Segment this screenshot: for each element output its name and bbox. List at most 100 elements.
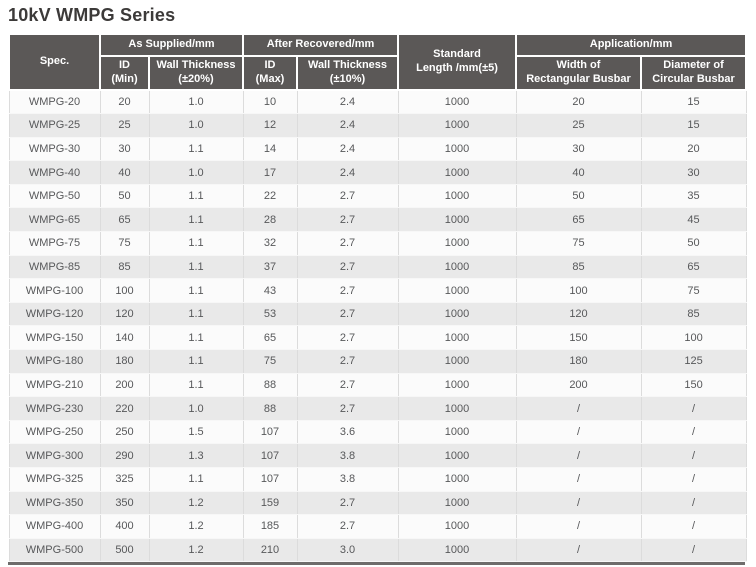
cell-id-min: 50 [99, 183, 150, 209]
cell-width-rectangular: 180 [515, 349, 642, 374]
table-row: WMPG-100 100 1.1 43 2.7 1000 100 75 [8, 278, 747, 303]
cell-width-rectangular: / [515, 443, 642, 468]
cell-id-max: 32 [242, 231, 298, 256]
cell-wall-thickness-20: 1.3 [148, 443, 244, 468]
table-row: WMPG-65 65 1.1 28 2.7 1000 65 45 [8, 207, 747, 233]
table-row: WMPG-350 350 1.2 159 2.7 1000// [8, 490, 747, 516]
cell-id-max: 37 [242, 254, 298, 280]
table-row: WMPG-85 85 1.1 37 2.7 1000 85 65 [8, 254, 747, 280]
cell-spec: WMPG-20 [8, 88, 101, 115]
cell-wall-thickness-20: 1.1 [148, 301, 244, 327]
cell-diameter-circular: 15 [640, 88, 747, 115]
cell-standard-length: 1000 [397, 231, 517, 256]
table-row: WMPG-25 25 1.0 12 2.4 1000 25 15 [8, 113, 747, 138]
cell-wall-thickness-10: 3.6 [296, 419, 399, 445]
cell-diameter-circular: / [640, 396, 747, 421]
table-row: WMPG-210 200 1.1 88 2.7 1000 200 150 [8, 372, 747, 398]
cell-wall-thickness-10: 2.7 [296, 254, 399, 280]
cell-standard-length: 1000 [397, 467, 517, 492]
cell-wall-thickness-10: 2.7 [296, 372, 399, 398]
page-title: 10kV WMPG Series [8, 5, 176, 25]
cell-standard-length: 1000 [397, 183, 517, 209]
cell-width-rectangular: 65 [515, 207, 642, 233]
cell-standard-length: 1000 [397, 278, 517, 303]
table-row: WMPG-300 290 1.3 107 3.8 1000// [8, 443, 747, 468]
cell-wall-thickness-20: 1.2 [148, 490, 244, 516]
cell-wall-thickness-20: 1.0 [148, 396, 244, 421]
cell-wall-thickness-20: 1.1 [148, 183, 244, 209]
cell-id-min: 20 [99, 88, 150, 115]
cell-wall-thickness-20: 1.1 [148, 254, 244, 280]
cell-spec: WMPG-40 [8, 160, 101, 185]
table-body: WMPG-20 20 1.0 10 2.4 1000 20 15 WMPG-25 25 1.0 12 2… [8, 88, 747, 563]
cell-wall-thickness-20: 1.1 [148, 372, 244, 398]
spec-table-container: Spec. As Supplied/mm After Recovered/mm … [8, 33, 748, 566]
cell-width-rectangular: 25 [515, 113, 642, 138]
cell-id-max: 107 [242, 419, 298, 445]
cell-standard-length: 1000 [397, 301, 517, 327]
cell-width-rectangular: / [515, 396, 642, 421]
cell-id-max: 22 [242, 183, 298, 209]
cell-id-max: 88 [242, 396, 298, 421]
cell-id-max: 185 [242, 514, 298, 539]
cell-wall-thickness-20: 1.2 [148, 537, 244, 563]
cell-id-min: 30 [99, 136, 150, 162]
cell-diameter-circular: / [640, 443, 747, 468]
cell-id-min: 200 [99, 372, 150, 398]
cell-wall-thickness-10: 2.7 [296, 514, 399, 539]
cell-id-min: 100 [99, 278, 150, 303]
cell-standard-length: 1000 [397, 349, 517, 374]
cell-spec: WMPG-180 [8, 349, 101, 374]
cell-id-min: 400 [99, 514, 150, 539]
cell-wall-thickness-10: 2.7 [296, 490, 399, 516]
cell-width-rectangular: 200 [515, 372, 642, 398]
cell-wall-thickness-10: 3.8 [296, 443, 399, 468]
cell-id-min: 180 [99, 349, 150, 374]
cell-spec: WMPG-500 [8, 537, 101, 563]
cell-width-rectangular: 40 [515, 160, 642, 185]
cell-wall-thickness-20: 1.1 [148, 325, 244, 351]
cell-diameter-circular: / [640, 419, 747, 445]
cell-wall-thickness-20: 1.2 [148, 514, 244, 539]
cell-width-rectangular: 85 [515, 254, 642, 280]
cell-standard-length: 1000 [397, 372, 517, 398]
cell-width-rectangular: / [515, 467, 642, 492]
cell-id-min: 350 [99, 490, 150, 516]
cell-diameter-circular: 20 [640, 136, 747, 162]
cell-diameter-circular: 50 [640, 231, 747, 256]
cell-spec: WMPG-25 [8, 113, 101, 138]
cell-wall-thickness-10: 2.7 [296, 183, 399, 209]
cell-id-max: 53 [242, 301, 298, 327]
table-row: WMPG-75 75 1.1 32 2.7 1000 75 50 [8, 231, 747, 256]
cell-wall-thickness-10: 2.7 [296, 207, 399, 233]
cell-standard-length: 1000 [397, 419, 517, 445]
cell-wall-thickness-20: 1.1 [148, 467, 244, 492]
header-wall-thickness-10: Wall Thickness (±10%) [296, 55, 399, 91]
header-group-row: Spec. As Supplied/mm After Recovered/mm … [8, 33, 748, 91]
cell-spec: WMPG-250 [8, 419, 101, 445]
cell-spec: WMPG-400 [8, 514, 101, 539]
cell-width-rectangular: / [515, 537, 642, 563]
cell-standard-length: 1000 [397, 514, 517, 539]
header-standard-length: Standard Length /mm(±5) [397, 33, 517, 91]
cell-wall-thickness-20: 1.0 [148, 113, 244, 138]
cell-wall-thickness-10: 2.7 [296, 325, 399, 351]
header-application: Application/mm [514, 33, 748, 57]
cell-standard-length: 1000 [397, 443, 517, 468]
cell-wall-thickness-10: 2.4 [296, 113, 399, 138]
header-spec: Spec. [8, 33, 101, 91]
cell-width-rectangular: 120 [515, 301, 642, 327]
cell-wall-thickness-10: 3.0 [296, 537, 399, 563]
cell-id-min: 325 [99, 467, 150, 492]
cell-standard-length: 1000 [397, 160, 517, 185]
cell-wall-thickness-20: 1.1 [148, 278, 244, 303]
cell-diameter-circular: / [640, 490, 747, 516]
cell-id-min: 25 [99, 113, 150, 138]
cell-wall-thickness-20: 1.1 [148, 207, 244, 233]
cell-standard-length: 1000 [397, 490, 517, 516]
cell-spec: WMPG-150 [8, 325, 101, 351]
cell-id-min: 85 [99, 254, 150, 280]
cell-width-rectangular: 50 [515, 183, 642, 209]
header-wall-thickness-20: Wall Thickness (±20%) [148, 55, 244, 91]
